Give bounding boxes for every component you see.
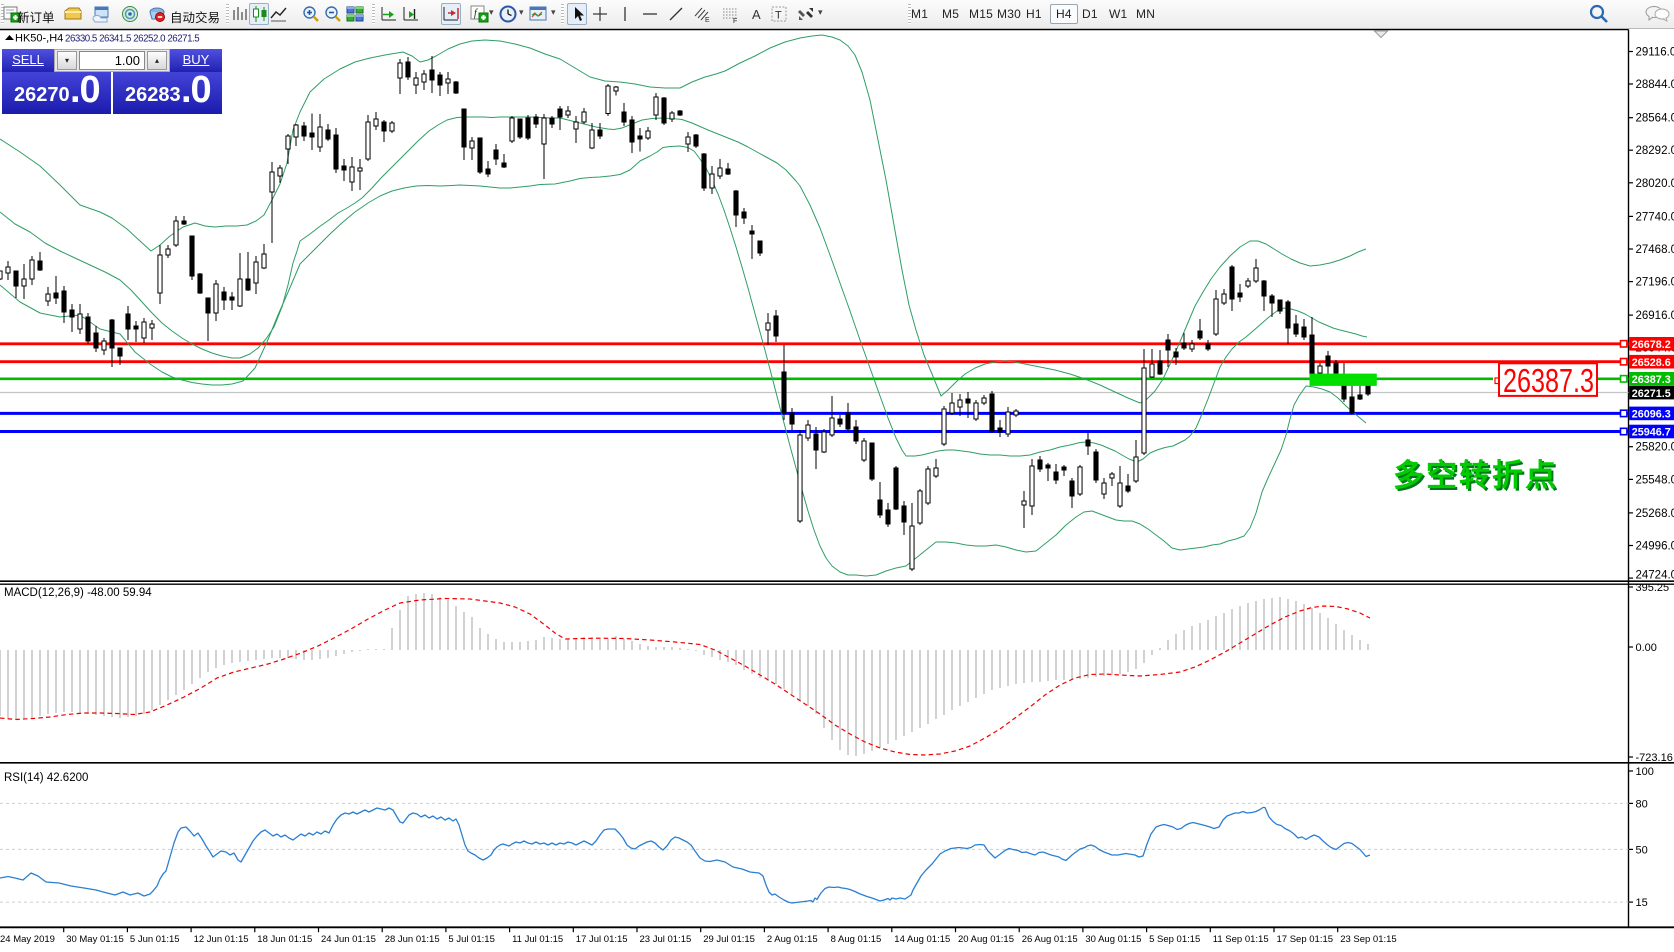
svg-text:17 Sep 01:15: 17 Sep 01:15 (1277, 934, 1334, 945)
svg-text:24 Jun 01:15: 24 Jun 01:15 (321, 934, 376, 945)
svg-text:18 Jun 01:15: 18 Jun 01:15 (257, 934, 312, 945)
svg-text:26096.3: 26096.3 (1632, 409, 1671, 421)
svg-text:28292.0: 28292.0 (1636, 145, 1674, 157)
svg-text:100: 100 (1636, 766, 1654, 778)
svg-text:F: F (733, 18, 737, 24)
svg-text:29 Jul 01:15: 29 Jul 01:15 (703, 934, 755, 945)
svg-text:27196.0: 27196.0 (1636, 277, 1674, 289)
svg-text:5 Sep 01:15: 5 Sep 01:15 (1149, 934, 1200, 945)
svg-text:26387.3: 26387.3 (1632, 374, 1671, 386)
svg-text:23 Sep 01:15: 23 Sep 01:15 (1340, 934, 1397, 945)
svg-text:A: A (752, 7, 761, 22)
svg-text:27468.0: 27468.0 (1636, 244, 1674, 256)
svg-text:RSI(14) 42.6200: RSI(14) 42.6200 (4, 772, 88, 784)
svg-text:25946.7: 25946.7 (1632, 427, 1671, 439)
svg-text:25548.0: 25548.0 (1636, 474, 1674, 486)
svg-text:T: T (775, 10, 782, 22)
svg-text:15: 15 (1636, 897, 1648, 909)
svg-text:f: f (474, 8, 478, 19)
svg-text:HK50-,H4: HK50-,H4 (15, 33, 63, 45)
svg-text:E: E (705, 17, 710, 24)
svg-text:26678.2: 26678.2 (1632, 339, 1671, 351)
svg-text:26528.6: 26528.6 (1632, 357, 1671, 369)
svg-text:多空转折点: 多空转折点 (1393, 458, 1558, 493)
svg-text:23 Jul 01:15: 23 Jul 01:15 (640, 934, 692, 945)
svg-text:24724.0: 24724.0 (1636, 570, 1674, 582)
svg-text:30 Aug 01:15: 30 Aug 01:15 (1085, 934, 1141, 945)
svg-text:5 Jun 01:15: 5 Jun 01:15 (130, 934, 180, 945)
svg-text:28 Jun 01:15: 28 Jun 01:15 (385, 934, 440, 945)
svg-text:50: 50 (1636, 844, 1648, 856)
svg-text:17 Jul 01:15: 17 Jul 01:15 (576, 934, 628, 945)
svg-text:29116.0: 29116.0 (1636, 47, 1674, 59)
svg-text:26330.5 26341.5 26252.0 26271.: 26330.5 26341.5 26252.0 26271.5 (65, 34, 199, 45)
svg-text:27740.0: 27740.0 (1636, 211, 1674, 223)
svg-text:395.25: 395.25 (1636, 582, 1670, 594)
svg-text:0.00: 0.00 (1636, 642, 1657, 654)
svg-text:26 Aug 01:15: 26 Aug 01:15 (1022, 934, 1078, 945)
svg-text:30 May 01:15: 30 May 01:15 (66, 934, 124, 945)
svg-text:24 May 2019: 24 May 2019 (0, 934, 55, 945)
svg-text:26271.5: 26271.5 (1632, 388, 1671, 400)
svg-text:28844.0: 28844.0 (1636, 79, 1674, 91)
svg-text:11 Sep 01:15: 11 Sep 01:15 (1213, 934, 1269, 945)
svg-text:2 Aug 01:15: 2 Aug 01:15 (767, 934, 818, 945)
svg-text:8 Aug 01:15: 8 Aug 01:15 (831, 934, 882, 945)
svg-text:12 Jun 01:15: 12 Jun 01:15 (194, 934, 249, 945)
svg-text:14 Aug 01:15: 14 Aug 01:15 (894, 934, 950, 945)
svg-text:MACD(12,26,9) -48.00 59.94: MACD(12,26,9) -48.00 59.94 (4, 587, 152, 599)
svg-text:26916.0: 26916.0 (1636, 310, 1674, 322)
svg-text:28020.0: 28020.0 (1636, 178, 1674, 190)
svg-text:26387.3: 26387.3 (1503, 362, 1594, 399)
svg-text:25268.0: 25268.0 (1636, 508, 1674, 520)
svg-text:5 Jul 01:15: 5 Jul 01:15 (448, 934, 494, 945)
svg-text:24996.0: 24996.0 (1636, 541, 1674, 553)
svg-text:28564.0: 28564.0 (1636, 113, 1674, 125)
svg-text:80: 80 (1636, 798, 1648, 810)
svg-text:25820.0: 25820.0 (1636, 442, 1674, 454)
svg-text:20 Aug 01:15: 20 Aug 01:15 (958, 934, 1014, 945)
svg-text:11 Jul 01:15: 11 Jul 01:15 (512, 934, 563, 945)
svg-text:-723.16: -723.16 (1636, 752, 1673, 764)
